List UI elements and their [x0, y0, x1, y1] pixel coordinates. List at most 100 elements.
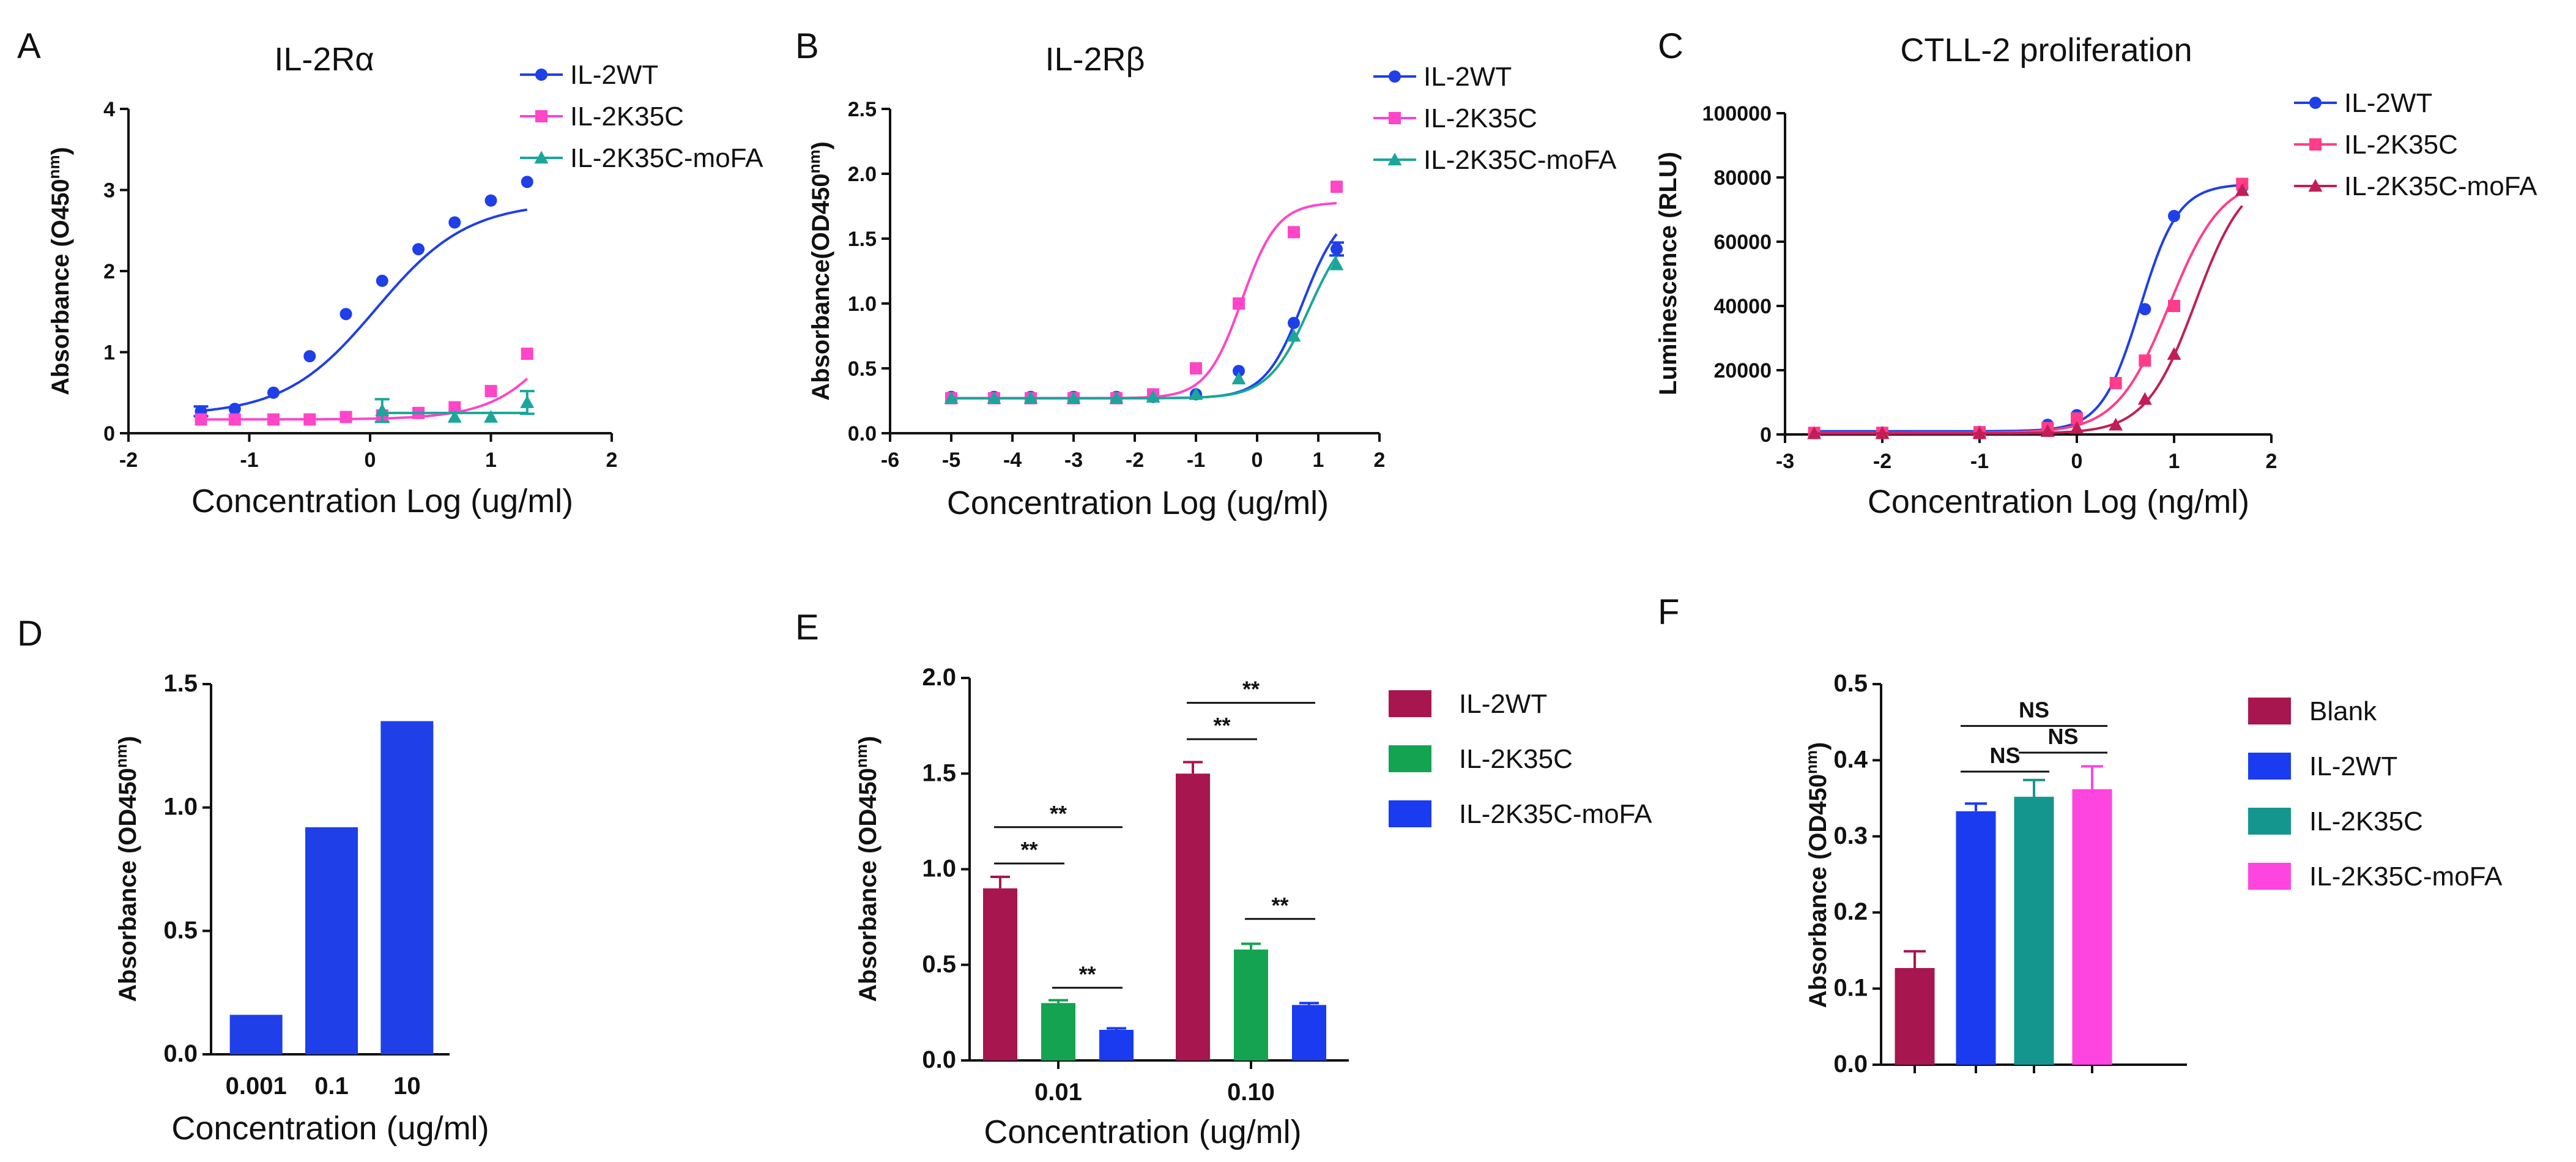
bar	[983, 888, 1017, 1060]
fit-curve	[951, 202, 1337, 400]
y-axis-label: Absorbance (OD450nm)	[112, 736, 141, 1002]
y-tick-label: 1.0	[848, 292, 877, 316]
bar	[380, 721, 434, 1054]
legend-label: IL-2K35C-moFA	[1423, 145, 1617, 175]
data-point	[448, 216, 461, 229]
fit-curve	[201, 208, 528, 412]
y-tick-label: 0.0	[163, 1040, 198, 1067]
data-point	[1972, 426, 1987, 439]
y-axis-label: Absorbance (OD450nm)	[1802, 742, 1832, 1008]
legend-label: IL-2WT	[2344, 88, 2432, 118]
significance-label: **	[1020, 837, 1037, 862]
data-point	[484, 194, 497, 207]
ylabel-superscript: nm	[805, 150, 823, 174]
legend-marker	[535, 110, 547, 122]
y-tick-label: 3	[103, 179, 115, 203]
significance-label: **	[1050, 801, 1067, 826]
data-point	[484, 385, 497, 398]
series-il-2wt	[1808, 181, 2249, 439]
significance-label: NS	[2019, 697, 2049, 722]
ylabel-superscript: nm	[112, 744, 130, 768]
data-point	[340, 411, 352, 423]
bar	[1176, 773, 1210, 1060]
data-point	[1146, 390, 1160, 403]
chart-title: CTLL-2 proliferation	[1900, 32, 2192, 69]
ylabel-close: )	[114, 736, 141, 744]
x-axis-label: Concentration Log (ug/ml)	[947, 485, 1329, 521]
y-tick-label: 80000	[1713, 166, 1772, 190]
data-point	[1233, 297, 1245, 310]
y-tick-label: 2.0	[848, 163, 877, 186]
y-tick-label: 0.4	[1833, 746, 1868, 773]
legend-swatch	[2248, 753, 2291, 780]
y-tick-label: 0.5	[1833, 670, 1868, 697]
data-point	[1331, 181, 1343, 193]
data-point	[2167, 347, 2181, 360]
y-tick-label: 0	[103, 422, 115, 445]
series-il-2wt	[193, 176, 533, 418]
chart-title: IL-2Rα	[274, 41, 374, 78]
data-point	[340, 308, 352, 321]
x-axis-label: Concentration Log (ng/ml)	[1868, 483, 2249, 520]
panel-c: C CTLL-2 proliferation 0 20000 40000 60000 800…	[1655, 26, 2537, 520]
data-point	[2071, 412, 2083, 425]
y-axis-label: Luminescence (RLU)	[1655, 152, 1682, 395]
data-point	[1329, 257, 1344, 270]
legend-item: IL-2K35C-moFA	[1373, 145, 1617, 175]
y-tick-label: 2	[103, 260, 115, 283]
x-tick-label: -2	[1126, 449, 1144, 472]
legend-marker	[1389, 70, 1401, 83]
ylabel-close: )	[47, 147, 74, 155]
x-tick-label: 0.1	[314, 1073, 349, 1100]
panel-f: F 0.0 0.1 0.2 0.3 0.4 0.5 Absorbance (OD450nm) B…	[1658, 592, 2503, 1078]
legend-label: IL-2K35C-moFA	[2344, 171, 2537, 201]
ylabel-close: )	[1805, 742, 1832, 750]
panel-letter-d: D	[17, 614, 43, 654]
legend-item: IL-2WT	[2294, 88, 2432, 118]
series-il-2k35c-mofa	[1807, 183, 2249, 439]
y-tick-label: 1.5	[848, 228, 877, 251]
y-axis-label: Absorbance (O450nm)	[45, 147, 74, 395]
legend-label: IL-2K35C-moFA	[570, 143, 763, 173]
data-point	[1231, 371, 1246, 385]
y-tick-label: 2.5	[848, 98, 877, 121]
y-tick-label: 1.0	[922, 855, 956, 882]
data-point	[376, 274, 388, 287]
ylabel-superscript: nm	[852, 744, 870, 768]
data-point	[987, 391, 1001, 404]
data-point	[1288, 226, 1300, 239]
chart-title: IL-2Rβ	[1045, 41, 1145, 78]
data-point	[521, 348, 533, 360]
x-tick-label: 0.10	[1227, 1079, 1275, 1106]
y-tick-label: 0.0	[1833, 1051, 1868, 1078]
data-point	[303, 350, 316, 363]
bar	[229, 1015, 283, 1054]
data-point	[1288, 316, 1300, 329]
x-tick-label: 1	[2169, 450, 2180, 473]
legend-item: IL-2WT	[520, 60, 658, 90]
data-point	[2168, 210, 2180, 222]
ylabel-close: )	[807, 141, 834, 149]
data-point	[2109, 377, 2122, 389]
legend-label: IL-2WT	[2309, 751, 2397, 781]
legend-swatch	[2248, 698, 2291, 724]
panel-b: B IL-2Rβ 0.0 0.5 1.0 1.5 2.0 2.5 Absorbance(OD45…	[795, 26, 1617, 521]
data-point	[1875, 426, 1890, 439]
legend-item: IL-2K35C	[1373, 103, 1537, 133]
panel-letter-b: B	[795, 26, 819, 66]
legend-marker	[2309, 97, 2322, 109]
legend-marker	[1389, 112, 1401, 124]
significance-label: NS	[1989, 743, 2020, 768]
y-tick-label: 0.5	[163, 917, 198, 944]
data-point	[2168, 300, 2180, 312]
data-point	[521, 176, 533, 188]
data-point	[2069, 421, 2084, 434]
bar	[1234, 949, 1268, 1060]
y-tick-label: 1.0	[163, 794, 198, 821]
data-point	[1190, 362, 1202, 374]
bar	[1041, 1003, 1075, 1060]
legend-label: IL-2K35C	[570, 102, 684, 132]
data-point	[303, 413, 316, 426]
legend-marker	[535, 69, 547, 81]
series-il-2k35c-mofa	[944, 255, 1344, 404]
